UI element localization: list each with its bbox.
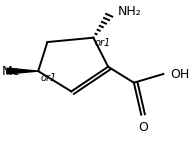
Polygon shape xyxy=(7,68,38,74)
Text: or1: or1 xyxy=(94,38,111,48)
Text: Me: Me xyxy=(1,65,20,78)
Text: OH: OH xyxy=(171,67,190,81)
Text: O: O xyxy=(138,121,148,134)
Text: NH₂: NH₂ xyxy=(117,5,141,18)
Text: or1: or1 xyxy=(41,73,57,83)
